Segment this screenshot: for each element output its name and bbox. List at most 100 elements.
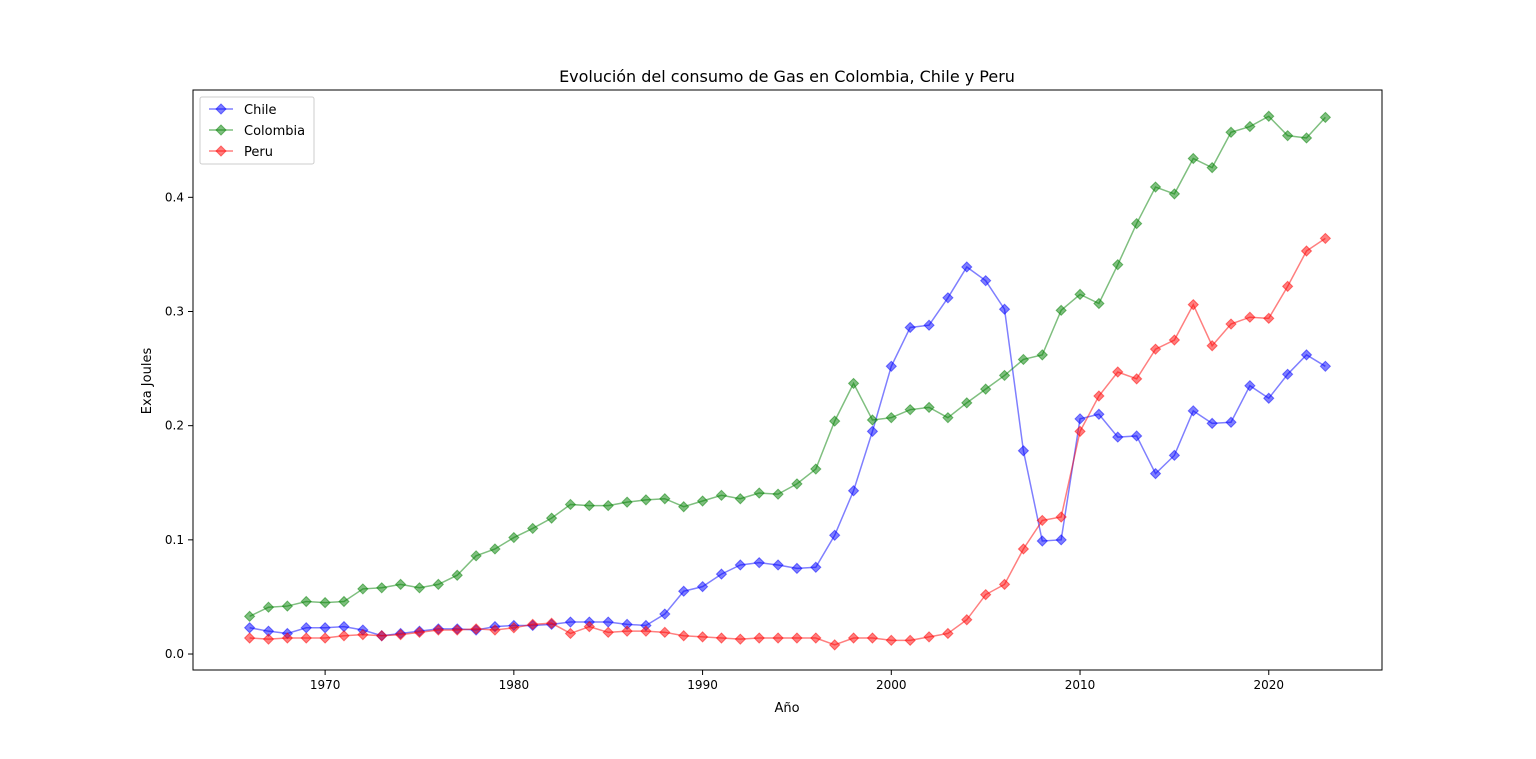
legend-marker — [215, 124, 227, 136]
data-point — [866, 414, 879, 426]
data-point — [885, 411, 898, 424]
data-point — [979, 588, 992, 601]
data-point — [489, 543, 501, 555]
data-point — [583, 499, 596, 512]
data-point — [602, 499, 614, 512]
data-point — [281, 600, 294, 612]
x-tick-label: 2000 — [876, 678, 907, 692]
data-point — [1149, 181, 1162, 193]
data-point — [923, 631, 935, 643]
data-point — [243, 632, 256, 644]
data-point — [1319, 111, 1332, 124]
legend-item-peru: Peru — [209, 145, 273, 160]
data-point — [1319, 360, 1332, 373]
legend-item-chile: Chile — [209, 103, 277, 118]
data-point — [1281, 129, 1294, 142]
data-point — [527, 618, 539, 631]
data-point — [1112, 258, 1124, 271]
data-point — [1244, 120, 1256, 133]
legend-marker — [215, 103, 227, 115]
data-point — [847, 632, 860, 644]
data-point — [451, 569, 463, 581]
data-point — [300, 632, 312, 644]
data-point — [376, 630, 388, 642]
data-point — [583, 620, 596, 633]
legend-label: Peru — [244, 145, 273, 160]
data-point — [696, 580, 709, 593]
series-line-chile — [249, 265, 1326, 637]
data-point — [621, 496, 633, 508]
data-point — [810, 632, 822, 644]
x-tick-label: 1990 — [687, 678, 718, 692]
data-point — [961, 614, 973, 626]
series-colombia — [243, 110, 1332, 623]
data-point — [489, 624, 501, 636]
y-tick-label: 0.3 — [165, 304, 184, 318]
data-point — [923, 401, 935, 414]
data-point — [1168, 449, 1181, 462]
data-point — [847, 377, 860, 390]
data-point — [545, 617, 558, 629]
data-point — [810, 561, 822, 573]
data-point — [564, 627, 577, 640]
data-point — [376, 582, 388, 594]
data-point — [923, 319, 935, 331]
data-point — [1074, 288, 1086, 301]
y-tick-label: 0.4 — [165, 190, 184, 204]
data-point — [696, 631, 709, 643]
data-point — [564, 616, 577, 628]
data-point — [508, 622, 520, 634]
data-point — [828, 415, 841, 427]
data-point — [715, 568, 728, 580]
data-point — [828, 529, 841, 541]
data-point — [904, 403, 916, 416]
data-point — [885, 634, 898, 647]
data-point — [753, 487, 765, 499]
data-point — [1168, 334, 1181, 346]
data-point — [338, 595, 350, 608]
x-tick-label: 1970 — [310, 678, 341, 692]
data-point — [1093, 390, 1105, 402]
x-tick-label: 1980 — [499, 678, 530, 692]
data-point — [413, 626, 426, 639]
data-point — [998, 303, 1011, 315]
data-point — [659, 493, 671, 505]
data-point — [262, 633, 275, 645]
data-point — [979, 274, 992, 287]
series-peru — [243, 232, 1332, 651]
data-point — [828, 639, 841, 651]
data-point — [734, 493, 747, 505]
data-point — [1319, 232, 1332, 245]
data-point — [1093, 408, 1105, 420]
data-point — [1244, 311, 1256, 323]
data-point — [791, 478, 803, 490]
data-point — [1017, 353, 1030, 366]
data-point — [1187, 298, 1199, 311]
data-point — [394, 628, 407, 641]
y-tick-label: 0.1 — [165, 533, 184, 547]
data-point — [640, 625, 652, 637]
series-line-peru — [249, 237, 1326, 646]
x-tick-label: 2020 — [1253, 678, 1284, 692]
data-point — [961, 397, 973, 409]
data-point — [1149, 343, 1162, 355]
data-point — [1055, 304, 1067, 317]
x-axis-label: Año — [774, 701, 799, 716]
data-point — [243, 610, 256, 623]
data-point — [979, 383, 992, 395]
data-point — [942, 627, 954, 640]
data-point — [734, 559, 747, 571]
data-point — [602, 626, 614, 639]
legend-label: Chile — [244, 103, 277, 118]
series-line-colombia — [249, 115, 1326, 618]
data-point — [847, 485, 860, 497]
data-point — [696, 495, 709, 507]
data-point — [1206, 161, 1218, 174]
data-point — [998, 578, 1011, 591]
data-point — [904, 321, 916, 334]
data-point — [1036, 349, 1048, 361]
data-point — [545, 512, 558, 524]
data-point — [1187, 152, 1199, 165]
legend-marker — [215, 145, 227, 157]
data-point — [262, 601, 275, 613]
